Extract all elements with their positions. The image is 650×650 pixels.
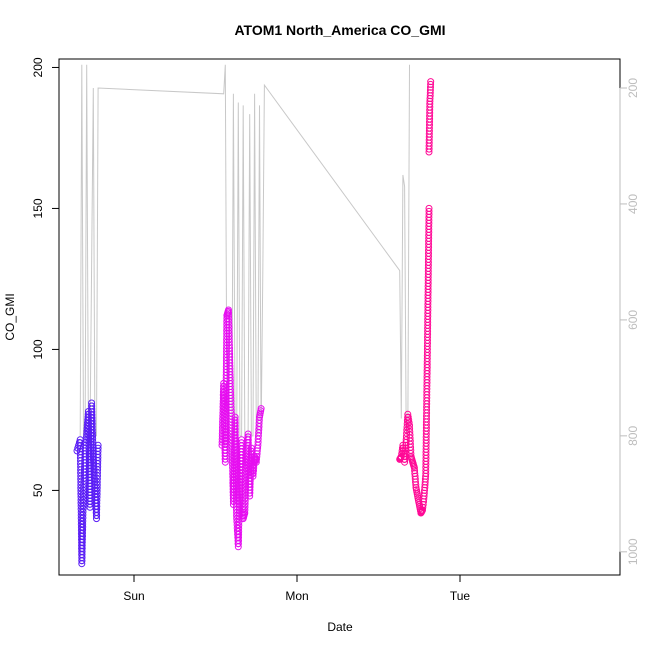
y-axis-right: 200 400 600 800 1000 bbox=[619, 78, 640, 565]
y-axis-label: CO_GMI bbox=[3, 293, 17, 340]
x-tick-label: Sun bbox=[123, 589, 144, 603]
data-point bbox=[427, 78, 435, 86]
y2-tick-label: 600 bbox=[626, 310, 640, 330]
data-point bbox=[94, 444, 102, 452]
chart-title: ATOM1 North_America CO_GMI bbox=[234, 22, 445, 38]
y-tick-label: 50 bbox=[31, 483, 45, 497]
y-tick-label: 100 bbox=[31, 339, 45, 359]
pressure-line-layer bbox=[79, 64, 410, 438]
y2-tick-label: 400 bbox=[626, 194, 640, 214]
y-tick-label: 150 bbox=[31, 198, 45, 218]
y2-tick-label: 200 bbox=[626, 78, 640, 98]
data-point bbox=[427, 80, 435, 88]
x-axis: Sun Mon Tue bbox=[123, 574, 471, 603]
data-point bbox=[425, 204, 433, 212]
data-point bbox=[412, 481, 420, 489]
x-axis-label: Date bbox=[327, 620, 353, 634]
plot-area-frame bbox=[58, 58, 621, 576]
x-tick-label: Mon bbox=[285, 589, 308, 603]
data-point bbox=[94, 441, 102, 449]
pressure-line bbox=[79, 64, 410, 438]
data-point bbox=[257, 405, 265, 413]
data-point bbox=[255, 416, 263, 424]
y-tick-label: 200 bbox=[31, 57, 45, 77]
data-points-layer bbox=[73, 78, 435, 568]
y2-tick-label: 1000 bbox=[626, 538, 640, 565]
data-point bbox=[425, 207, 433, 215]
y-axis-left: 50 100 150 200 bbox=[31, 57, 60, 497]
y2-tick-label: 800 bbox=[626, 426, 640, 446]
x-tick-label: Tue bbox=[450, 589, 471, 603]
